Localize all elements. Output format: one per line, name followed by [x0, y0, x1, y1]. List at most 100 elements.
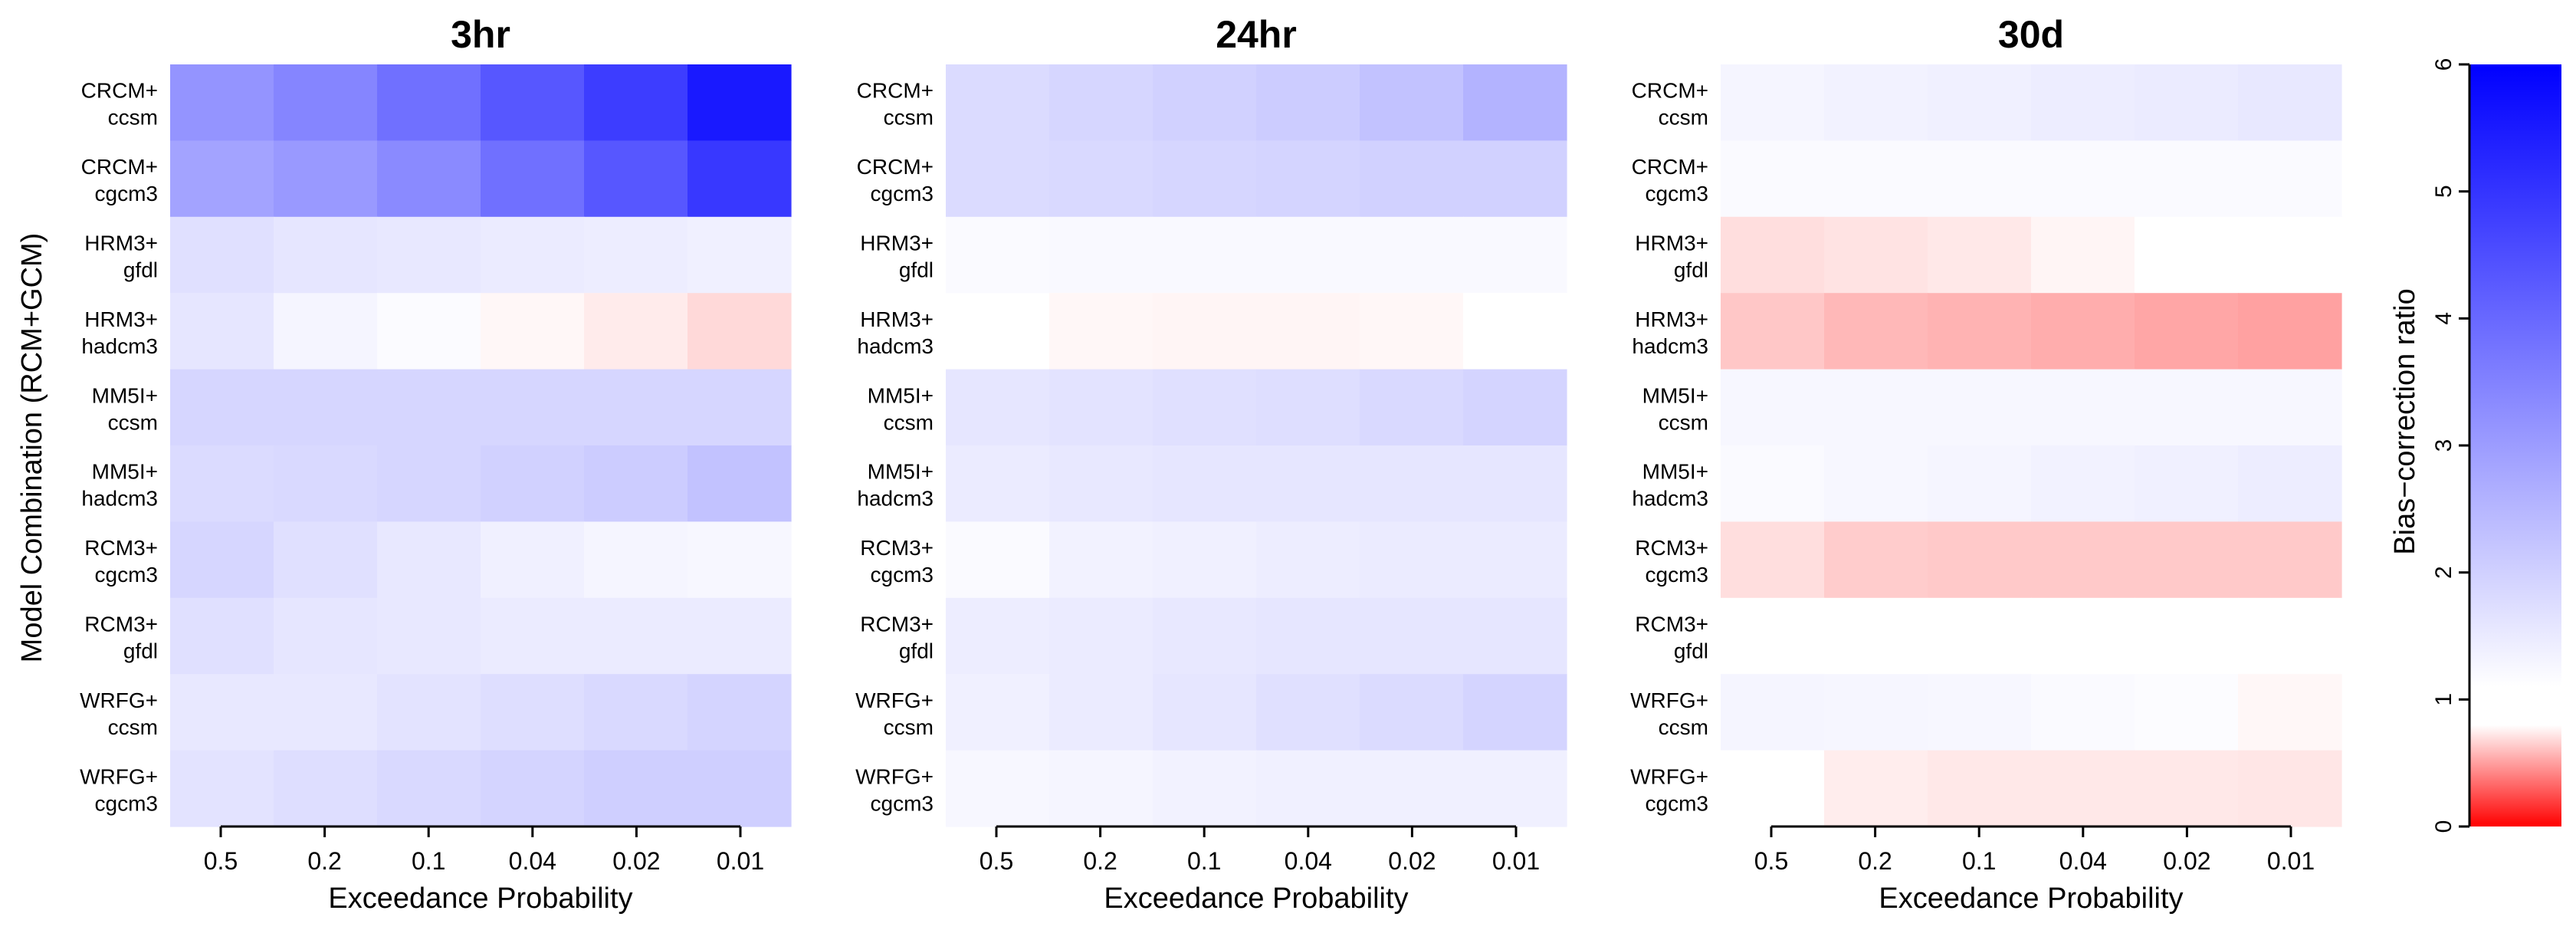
- x-axis-title: Exceedance Probability: [1879, 882, 2183, 915]
- heatmap-cell: [2238, 597, 2342, 675]
- x-tick-label: 0.02: [2163, 847, 2210, 875]
- heatmap-cell: [377, 445, 481, 522]
- heatmap-cell: [170, 140, 274, 218]
- panel-title: 30d: [1998, 13, 2064, 56]
- heatmap-cell: [274, 597, 378, 675]
- row-label: ccsm: [1659, 715, 1708, 739]
- colorbar-label: Bias−correction ratio: [2389, 288, 2421, 554]
- heatmap-cell: [1824, 140, 1928, 218]
- heatmap-cell: [1049, 216, 1153, 294]
- row-label: ccsm: [108, 715, 158, 739]
- heatmap-cell: [481, 293, 585, 370]
- heatmap-cell: [584, 597, 688, 675]
- heatmap-cell: [1153, 369, 1257, 446]
- row-label: cgcm3: [1646, 563, 1708, 587]
- heatmap-cell: [1360, 750, 1464, 827]
- x-tick-label: 0.5: [1754, 847, 1788, 875]
- row-label: RCM3+: [860, 613, 934, 636]
- heatmap-cell: [946, 445, 1050, 522]
- heatmap-cell: [274, 293, 378, 370]
- heatmap-cell: [1721, 674, 1825, 751]
- row-label: CRCM+: [81, 79, 158, 103]
- row-label: ccsm: [108, 410, 158, 434]
- heatmap-cell: [2135, 140, 2239, 218]
- heatmap-cell: [584, 293, 688, 370]
- heatmap-cell: [1463, 64, 1567, 141]
- heatmap-cell: [1360, 597, 1464, 675]
- heatmap-cell: [1463, 216, 1567, 294]
- heatmap-cell: [274, 64, 378, 141]
- heatmap-cell: [1824, 293, 1928, 370]
- heatmap-cell: [1721, 597, 1825, 675]
- heatmap-cell: [1360, 64, 1464, 141]
- heatmap-cell: [1721, 521, 1825, 599]
- heatmap-cell: [1360, 445, 1464, 522]
- heatmap-cell: [1360, 216, 1464, 294]
- row-label: cgcm3: [871, 563, 934, 587]
- row-label: cgcm3: [871, 182, 934, 205]
- colorbar-tick-label: 3: [2431, 439, 2456, 452]
- heatmap-cell: [2135, 216, 2239, 294]
- heatmap-cell: [1928, 597, 2032, 675]
- row-label: hadcm3: [1632, 334, 1708, 358]
- heatmap-cell: [2238, 445, 2342, 522]
- row-label: hadcm3: [857, 334, 934, 358]
- heatmap-cell: [2238, 521, 2342, 599]
- heatmap-cell: [1256, 140, 1360, 218]
- heatmap-cell: [1256, 521, 1360, 599]
- heatmap-cell: [584, 445, 688, 522]
- row-label: hadcm3: [81, 334, 158, 358]
- row-label: WRFG+: [1630, 688, 1708, 712]
- heatmap-cell: [1824, 64, 1928, 141]
- heatmap-cell: [2031, 293, 2135, 370]
- x-tick-label: 0.2: [1083, 847, 1117, 875]
- row-label: cgcm3: [95, 563, 158, 587]
- row-label: ccsm: [108, 106, 158, 130]
- heatmap-cell: [1463, 521, 1567, 599]
- row-label: CRCM+: [857, 79, 934, 103]
- heatmap-cell: [481, 750, 585, 827]
- heatmap-cell: [1360, 140, 1464, 218]
- x-axis-title: Exceedance Probability: [328, 882, 632, 915]
- heatmap-cell: [377, 293, 481, 370]
- heatmap-cell: [274, 674, 378, 751]
- heatmap-cell: [1928, 369, 2032, 446]
- panel-3hr: 3hr CRCM+ ccsm CRCM+ cgcm3 HRM3+ gfdl HRM3+ hadc…: [80, 13, 792, 915]
- x-tick-label: 0.01: [1492, 847, 1540, 875]
- row-label: ccsm: [884, 106, 934, 130]
- heatmap-cell: [2238, 674, 2342, 751]
- row-label: gfdl: [899, 258, 934, 282]
- heatmap-cell: [2238, 750, 2342, 827]
- heatmap-cell: [1049, 369, 1153, 446]
- row-label: WRFG+: [855, 764, 934, 788]
- row-label: hadcm3: [81, 487, 158, 511]
- row-label: cgcm3: [1646, 182, 1708, 205]
- heatmap-cell: [687, 369, 792, 446]
- row-label: cgcm3: [1646, 791, 1708, 815]
- row-label: cgcm3: [95, 182, 158, 205]
- heatmap-cell: [1928, 674, 2032, 751]
- heatmap-cell: [1721, 369, 1825, 446]
- heatmap-cell: [2238, 293, 2342, 370]
- heatmap-cell: [687, 293, 792, 370]
- row-label: HRM3+: [860, 307, 934, 331]
- heatmap-cell: [2238, 140, 2342, 218]
- heatmap-cell: [687, 445, 792, 522]
- heatmap-cell: [274, 750, 378, 827]
- heatmap-cell: [584, 64, 688, 141]
- panel-title: 3hr: [451, 13, 510, 56]
- x-tick-label: 0.1: [1962, 847, 1996, 875]
- heatmap-cell: [1049, 597, 1153, 675]
- heatmap-cell: [1824, 445, 1928, 522]
- row-label: WRFG+: [855, 688, 934, 712]
- heatmap-cell: [481, 216, 585, 294]
- row-label: CRCM+: [857, 155, 934, 179]
- colorbar-tick-label: 2: [2431, 566, 2456, 579]
- row-label: RCM3+: [860, 536, 934, 560]
- heatmap-cell: [946, 140, 1050, 218]
- heatmap-cell: [2238, 64, 2342, 141]
- row-label: MM5I+: [868, 383, 934, 407]
- x-tick-label: 0.02: [1388, 847, 1436, 875]
- heatmap-cell: [481, 64, 585, 141]
